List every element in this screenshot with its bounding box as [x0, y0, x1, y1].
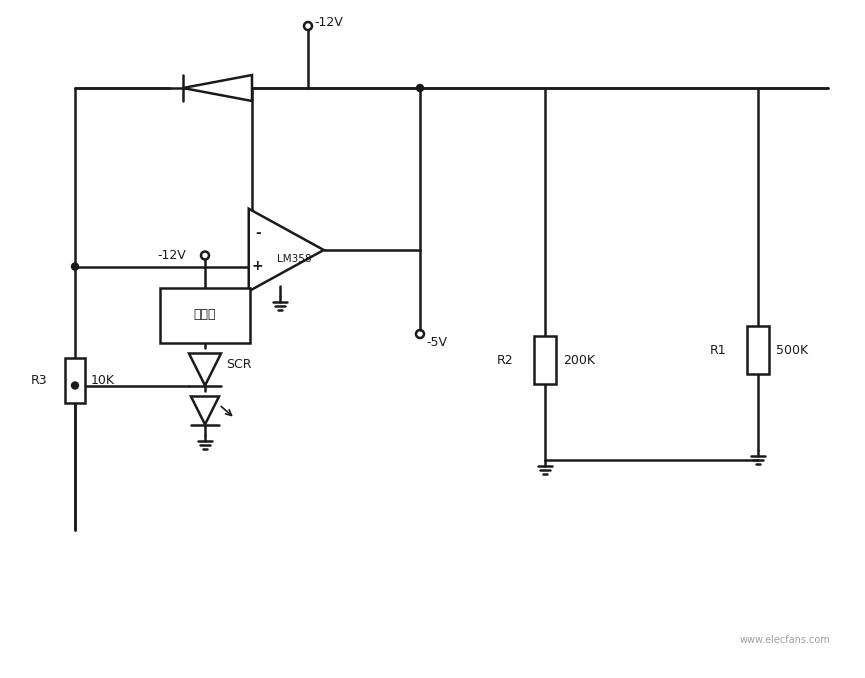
Text: -: - — [255, 226, 260, 241]
Circle shape — [72, 382, 79, 389]
Text: -12V: -12V — [157, 249, 186, 262]
Polygon shape — [191, 397, 219, 424]
Text: -12V: -12V — [314, 16, 343, 28]
Text: 继电器: 继电器 — [194, 308, 216, 321]
Text: R3: R3 — [30, 374, 47, 386]
Text: R1: R1 — [709, 344, 726, 357]
Text: 10K: 10K — [91, 374, 115, 386]
Bar — [160, 287, 250, 342]
Circle shape — [72, 263, 79, 270]
Text: R2: R2 — [497, 353, 513, 367]
Text: LM358: LM358 — [277, 254, 311, 264]
Polygon shape — [189, 353, 221, 386]
Text: SCR: SCR — [226, 358, 252, 371]
Bar — [534, 336, 556, 384]
Text: www.elecfans.com: www.elecfans.com — [740, 635, 830, 645]
Polygon shape — [183, 75, 252, 101]
Text: 500K: 500K — [776, 344, 808, 357]
Polygon shape — [249, 209, 324, 292]
Text: 200K: 200K — [563, 353, 595, 367]
Text: -5V: -5V — [426, 336, 447, 348]
Bar — [747, 326, 769, 374]
Bar — [65, 357, 85, 403]
Circle shape — [417, 85, 424, 92]
Text: +: + — [252, 260, 264, 273]
